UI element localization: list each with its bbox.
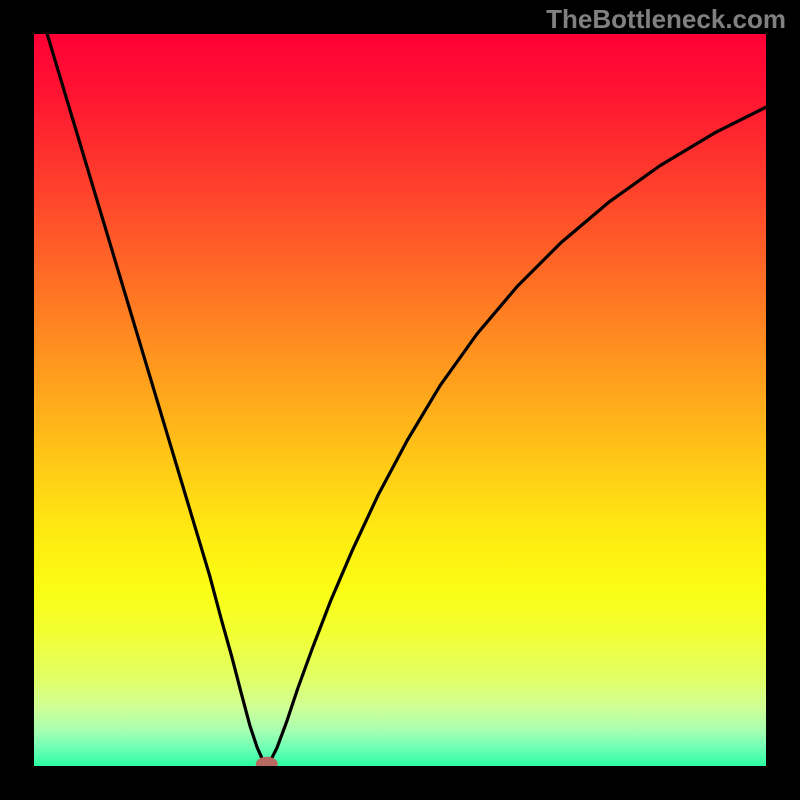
watermark-text: TheBottleneck.com (546, 4, 786, 35)
plot-background (34, 34, 766, 766)
chart-frame: TheBottleneck.com (0, 0, 800, 800)
plot-svg (34, 34, 766, 766)
